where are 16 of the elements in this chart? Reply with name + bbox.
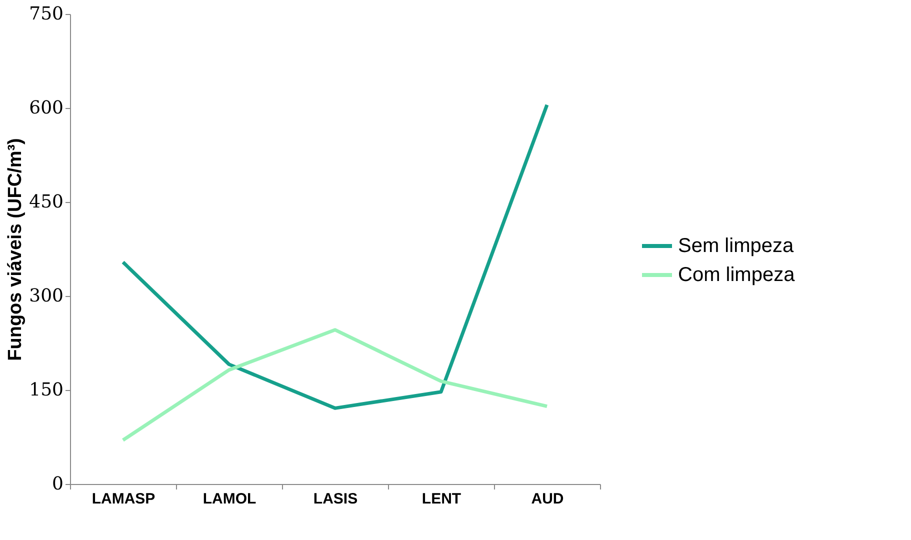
x-tick-label: LAMOL bbox=[202, 490, 256, 508]
x-tick-label: LENT bbox=[422, 490, 462, 508]
y-tick-label: 600 bbox=[29, 98, 64, 118]
line-series bbox=[121, 328, 549, 442]
y-tick-label: 0 bbox=[52, 474, 64, 494]
y-tick-label: 150 bbox=[29, 380, 64, 400]
y-tick-label: 450 bbox=[29, 192, 64, 212]
y-tick-label: 750 bbox=[29, 4, 64, 24]
legend-label: Sem limpeza bbox=[678, 235, 794, 257]
line-series bbox=[121, 103, 549, 410]
y-tick-label: 300 bbox=[29, 286, 64, 306]
y-axis-title: Fungos viáveis (UFC/m³) bbox=[5, 138, 26, 361]
x-tick-label: AUD bbox=[531, 490, 564, 508]
x-tick-label: LASIS bbox=[313, 490, 358, 508]
legend-label: Com limpeza bbox=[678, 264, 796, 286]
x-tick-label: LAMASP bbox=[92, 490, 156, 508]
